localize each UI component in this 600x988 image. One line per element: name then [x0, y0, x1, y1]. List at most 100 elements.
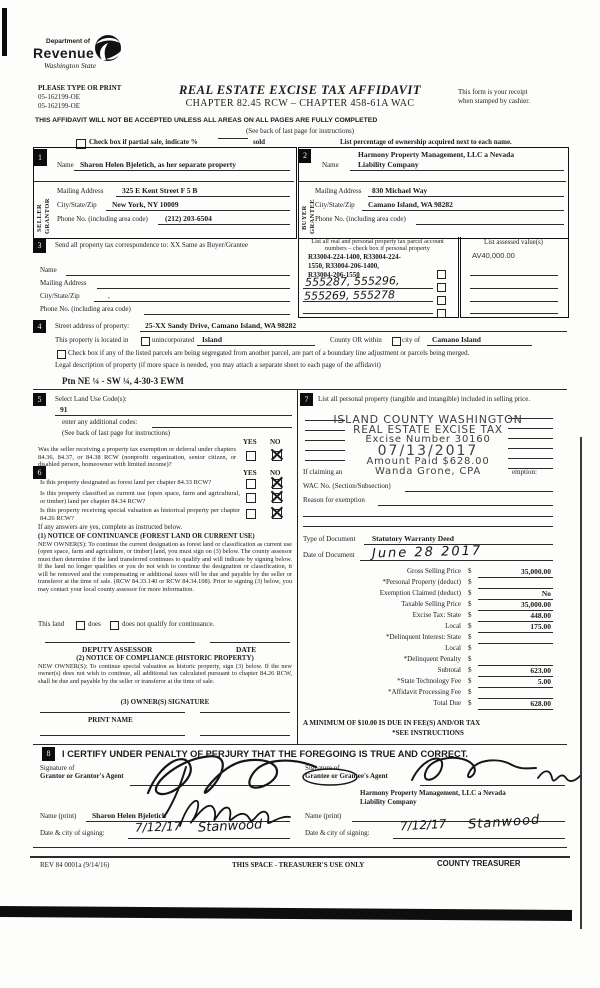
- grantee-name-print-line[interactable]: [352, 821, 565, 822]
- date-of-document-value[interactable]: June 28 2017: [371, 543, 483, 562]
- seller-mail-line[interactable]: [116, 196, 290, 197]
- reason-line-2[interactable]: [303, 516, 553, 517]
- hand-parcel-line-3[interactable]: [303, 313, 433, 314]
- grantee-signature-line[interactable]: [420, 785, 565, 786]
- unincorporated-checkbox[interactable]: [141, 337, 150, 346]
- owner-sig-line-1[interactable]: [40, 712, 185, 713]
- additional-codes-line[interactable]: [152, 427, 292, 428]
- personal-property-title: List all personal property (tangible and…: [318, 395, 531, 403]
- city-of-line[interactable]: [427, 345, 532, 346]
- grantee-signature-of: Signature of: [305, 764, 340, 772]
- legal-description-value[interactable]: Ptn NE ¼ - SW ¼, 4-30-3 EWM: [62, 376, 184, 386]
- hand-parcel-line-2[interactable]: [303, 301, 433, 302]
- assessed-line-2[interactable]: [470, 288, 558, 289]
- s6-q2-yes-checkbox[interactable]: [246, 493, 256, 503]
- s6-q1-no-xmark: [270, 476, 283, 489]
- pp-line-r5[interactable]: [508, 458, 553, 459]
- s5-yes-checkbox[interactable]: [246, 451, 256, 461]
- unincorporated-line[interactable]: [197, 345, 315, 346]
- unincorporated-value[interactable]: Island: [202, 335, 223, 344]
- wac-line[interactable]: [405, 491, 553, 492]
- segregated-checkbox[interactable]: [57, 350, 66, 359]
- pp-line-r4[interactable]: [508, 448, 553, 449]
- parcel-personal-checkbox-4[interactable]: [437, 309, 446, 318]
- buyer-name-line1[interactable]: Harmony Property Management, LLC a Nevad…: [358, 150, 515, 159]
- seller-name-line[interactable]: [74, 170, 290, 171]
- street-address-line[interactable]: [140, 331, 567, 332]
- parcel-personal-checkbox-2[interactable]: [437, 283, 446, 292]
- pp-line-r6[interactable]: [508, 468, 553, 469]
- buyer-city-line[interactable]: [362, 210, 564, 211]
- s6-q1-yes-checkbox[interactable]: [246, 479, 256, 489]
- buyer-mail-value[interactable]: 830 Michael Way: [372, 186, 428, 195]
- grantee-date-value[interactable]: 7/12/17: [399, 816, 447, 834]
- seller-phone-line[interactable]: [158, 224, 290, 225]
- type-of-document-value[interactable]: Statutory Warranty Deed: [372, 534, 454, 543]
- seller-city-value[interactable]: New York, NY 10009: [112, 200, 179, 209]
- seller-phone-value[interactable]: (212) 203-6504: [165, 214, 212, 223]
- sold-label: sold: [253, 138, 266, 146]
- grantor-date-city-line[interactable]: [128, 838, 290, 839]
- s6-q3-yes-checkbox[interactable]: [246, 509, 256, 519]
- reason-line-3[interactable]: [303, 526, 553, 527]
- assessed-line-3[interactable]: [470, 301, 558, 302]
- assessed-box: [460, 237, 569, 318]
- corr-phone-line[interactable]: [144, 314, 290, 315]
- notice1-body: NEW OWNER(S): To continue the current de…: [38, 541, 292, 593]
- grantor-name-print-line[interactable]: [86, 821, 290, 822]
- fee-row-excise-local: Local $175.00: [445, 622, 553, 633]
- grantor-name-print-value[interactable]: Sharon Helen Bjeletich: [92, 811, 167, 820]
- s6-yes-header: YES: [243, 469, 257, 477]
- corr-name-line[interactable]: [66, 275, 290, 276]
- buyer-mail-line[interactable]: [368, 196, 564, 197]
- pp-line-r1[interactable]: [508, 418, 553, 419]
- type-of-document-line[interactable]: [364, 544, 553, 545]
- buyer-name-line[interactable]: [350, 170, 564, 171]
- land-use-line[interactable]: [55, 415, 292, 416]
- buyer-name-line2[interactable]: Liability Company: [358, 160, 419, 169]
- date-of-document-line[interactable]: [360, 560, 553, 561]
- does-not-checkbox[interactable]: [110, 621, 119, 630]
- pp-line-l3[interactable]: [305, 440, 345, 441]
- assessor-date-line[interactable]: [210, 642, 290, 643]
- assessed-line-4[interactable]: [470, 313, 558, 314]
- seller-mail-value[interactable]: 325 E Kent Street F 5 B: [122, 186, 198, 195]
- partial-sale-line[interactable]: [218, 138, 248, 139]
- see-instructions-note: *SEE INSTRUCTIONS: [392, 729, 464, 737]
- land-use-code[interactable]: 91: [60, 405, 68, 414]
- street-address-value[interactable]: 25-XX Sandy Drive, Camano Island, WA 982…: [145, 321, 297, 330]
- partial-sale-checkbox[interactable]: [76, 139, 86, 149]
- corr-name-label: Name: [40, 266, 57, 274]
- pp-line-l5[interactable]: [305, 460, 345, 461]
- hand-parcel-line-1[interactable]: [303, 288, 433, 289]
- pp-line-r3[interactable]: [508, 438, 553, 439]
- grantee-city-value[interactable]: Stanwood: [467, 812, 541, 833]
- buyer-phone-line[interactable]: [416, 224, 564, 225]
- pp-line-l1[interactable]: [305, 420, 345, 421]
- seller-city-line[interactable]: [106, 210, 290, 211]
- type-or-print: PLEASE TYPE OR PRINT: [38, 84, 122, 92]
- pp-line-l4[interactable]: [305, 450, 345, 451]
- does-label: does: [88, 620, 101, 628]
- reason-line-1[interactable]: [378, 505, 553, 506]
- corr-city-line[interactable]: [94, 301, 290, 302]
- city-of-checkbox[interactable]: [392, 337, 401, 346]
- pp-line-l2[interactable]: [305, 430, 345, 431]
- deputy-assessor-line[interactable]: [45, 642, 195, 643]
- assessed-line-1[interactable]: [470, 275, 558, 276]
- pp-line-r2[interactable]: [508, 428, 553, 429]
- receipt-note-1: This form is your receipt: [458, 88, 528, 96]
- buyer-city-value[interactable]: Camano Island, WA 98282: [368, 200, 453, 209]
- city-of-value[interactable]: Camano Island: [432, 335, 481, 344]
- parcel-personal-checkbox-1[interactable]: [437, 270, 446, 279]
- parcel-personal-checkbox-3[interactable]: [437, 296, 446, 305]
- owner-sig-line-2[interactable]: [200, 712, 290, 713]
- owner-sig-line-4[interactable]: [200, 735, 290, 736]
- seller-name-value[interactable]: Sharon Helen Bjeletich, as her separate …: [80, 160, 237, 169]
- corr-mail-line[interactable]: [97, 288, 290, 289]
- grantee-date-city-line[interactable]: [393, 838, 565, 839]
- grantee-date-city-label: Date & city of signing:: [305, 829, 370, 837]
- owner-sig-line-3[interactable]: [40, 735, 185, 736]
- form-id-2: 05-162199-OE: [38, 102, 80, 110]
- does-checkbox[interactable]: [76, 621, 85, 630]
